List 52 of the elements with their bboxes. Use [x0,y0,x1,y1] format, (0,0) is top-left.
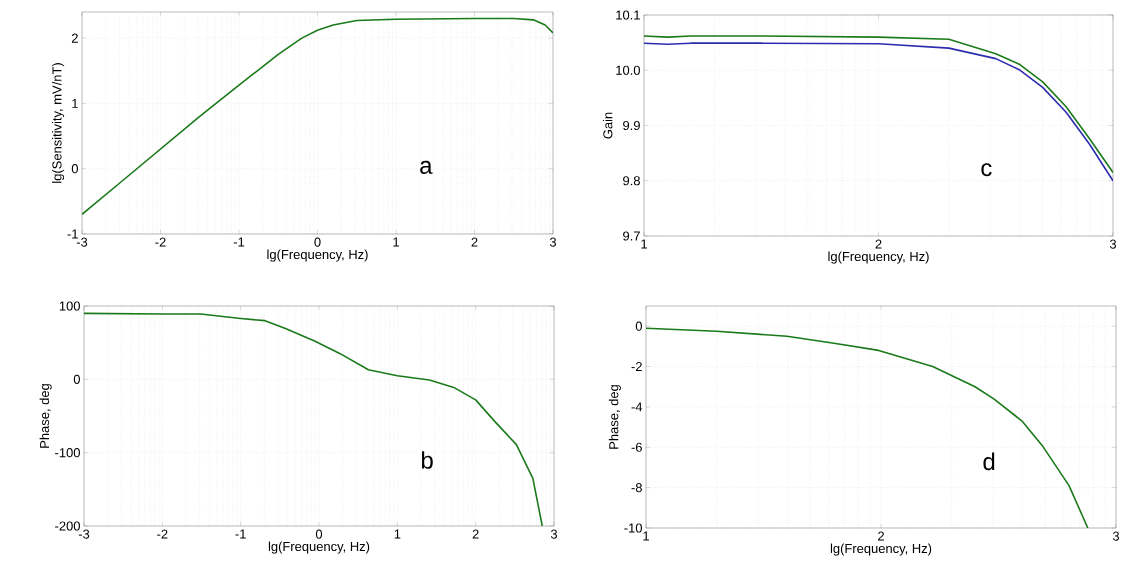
x-tick-label: 0 [315,529,323,539]
x-tick-label: 3 [550,529,558,539]
annotation: c [981,163,992,177]
x-tick-label: -2 [157,529,168,539]
x-tick-label: -3 [76,237,88,247]
annotation: a [420,160,433,174]
x-tick-label: 1 [393,237,399,247]
y-tick-label: -1 [67,229,78,239]
x-tick-label: -3 [78,529,90,539]
x-tick-label: 0 [314,237,321,247]
annotation: d [983,452,995,471]
x-tick-label: 1 [394,529,401,539]
y-tick-label: -2 [631,362,642,372]
y-axis-title: Phase, deg [39,384,52,448]
x-tick-label: -1 [235,529,246,539]
x-tick-label: 2 [875,239,882,249]
y-tick-label: 2 [71,33,78,43]
x-tick-label: 1 [643,531,649,541]
annotation: b [422,451,433,469]
x-axis-title: lg(Frequency, Hz) [828,251,929,264]
y-tick-label: -200 [55,521,80,531]
y-tick-label: -8 [631,483,642,493]
y-tick-label: 0 [71,164,78,174]
x-axis-title: lg(Frequency, Hz) [830,543,932,556]
x-tick-label: 3 [549,237,557,247]
x-tick-label: -2 [155,237,166,247]
line-series [646,327,1089,528]
y-tick-label: 0 [73,374,80,384]
y-tick-label: 10.1 [616,10,640,20]
y-axis-title: Gain [602,112,613,139]
y-tick-label: 0 [635,321,642,331]
x-tick-label: 3 [1112,531,1120,541]
y-tick-label: 100 [59,301,80,311]
x-tick-label: -1 [233,237,245,247]
y-tick-label: -10 [624,523,642,533]
x-axis-title: lg(Frequency, Hz) [267,249,368,262]
y-axis-title: lg(Sensitivity, mV/nT) [52,63,65,183]
x-tick-label: 2 [471,237,478,247]
y-tick-label: 1 [72,98,78,108]
y-axis-title: Phase, deg [608,385,621,449]
y-tick-label: -100 [55,448,80,458]
y-tick-label: 9.7 [623,231,640,241]
x-tick-label: 3 [1109,239,1117,249]
x-axis-title: lg(Frequency, Hz) [268,541,370,554]
line-series [84,312,544,526]
y-tick-label: -4 [631,402,643,412]
y-tick-label: 9.8 [623,176,640,186]
x-tick-label: 2 [878,531,884,541]
y-tick-label: 9.9 [623,120,640,131]
y-tick-label: 10.0 [616,65,640,75]
x-tick-label: 2 [472,529,479,539]
y-tick-label: -6 [631,442,642,452]
